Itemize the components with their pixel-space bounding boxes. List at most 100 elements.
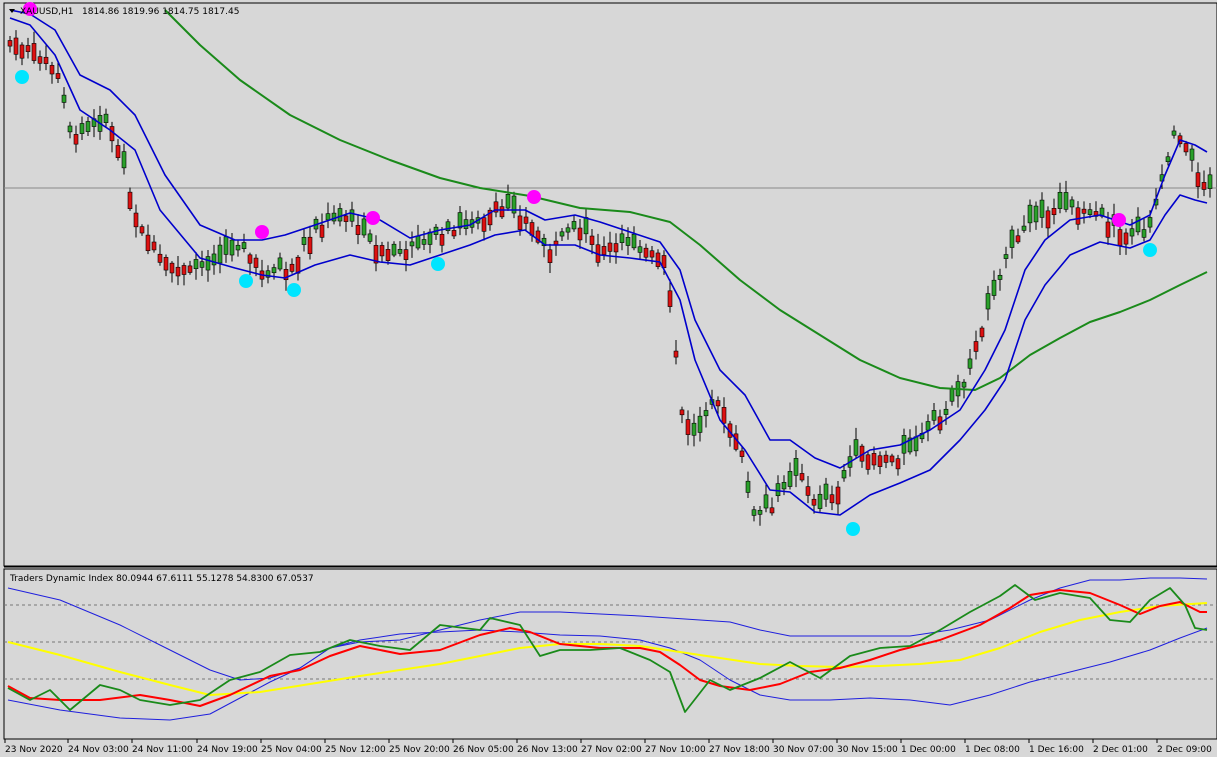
candle-body [1045,210,1051,229]
envelope-upper-line[interactable] [9,9,1208,469]
candle-body [49,65,55,75]
tdi-base-line[interactable] [7,602,1208,696]
triangle-down-icon[interactable] [9,9,15,13]
candle-body [781,482,787,490]
candle-body [991,279,997,296]
tdi-lower-band[interactable] [7,587,1208,706]
candle-body [853,439,859,456]
magenta-signal-dot[interactable] [1112,213,1126,227]
candle-body [217,244,223,264]
magenta-signal-dot[interactable] [527,190,541,204]
cyan-signal-dot[interactable] [1143,243,1157,257]
candle-body [697,415,703,433]
candle-body [1081,208,1087,214]
candle-body [799,473,805,481]
candle-body [997,274,1003,280]
magenta-signal-dot[interactable] [366,211,380,225]
time-label: 2 Dec 09:00 [1157,745,1212,755]
overlays-group [9,2,1208,536]
magenta-signal-dot[interactable] [23,2,37,16]
candle-body [625,237,631,246]
candle-body [43,56,49,64]
candle-body [835,486,841,505]
candle-body [925,421,931,431]
candle-body [421,239,427,245]
time-label: 27 Nov 02:00 [581,745,642,755]
candle-body [823,483,829,500]
candle-body [1051,208,1057,216]
candle-body [703,410,709,417]
candle-body [691,422,697,436]
candle-body [247,254,253,264]
tdi-price-line[interactable] [7,584,1208,713]
candle-body [205,256,211,271]
indicator-frame [3,568,1217,740]
candle-body [889,455,895,463]
time-label: 1 Dec 08:00 [965,745,1020,755]
candle-body [403,249,409,260]
candle-body [349,209,355,222]
candle-body [517,215,523,230]
candle-body [685,419,691,435]
candle-body [337,208,343,222]
candle-body [985,293,991,310]
candle-body [1195,172,1201,187]
cyan-signal-dot[interactable] [846,522,860,536]
time-label: 24 Nov 19:00 [197,745,258,755]
candle-body [487,209,493,226]
candle-body [757,509,763,515]
candle-body [1033,205,1039,223]
ohlc-values: 1814.86 1819.96 1814.75 1817.45 [82,7,239,17]
candle-body [289,263,295,272]
candle-body [415,235,421,249]
candle-body [745,480,751,493]
time-label: 25 Nov 20:00 [389,745,450,755]
candle-body [163,257,169,271]
candle-body [493,201,499,213]
candle-body [241,242,247,249]
candle-body [523,216,529,224]
candle-body [739,450,745,457]
candle-body [391,243,397,256]
cyan-signal-dot[interactable] [287,283,301,297]
envelope-lower-line[interactable] [9,17,1208,516]
tdi-upper-band[interactable] [7,577,1208,721]
candle-body [499,206,505,218]
candle-body [19,44,25,59]
candle-body [31,43,37,61]
candle-body [841,470,847,479]
candle-body [535,230,541,243]
candle-body [1063,192,1069,210]
candle-body [643,247,649,258]
candle-body [1201,182,1207,190]
candle-body [613,243,619,253]
candle-body [865,454,871,470]
cyan-signal-dot[interactable] [15,70,29,84]
candle-body [1171,130,1177,136]
candle-body [601,246,607,255]
time-label: 25 Nov 12:00 [325,745,386,755]
candle-body [235,244,241,251]
candle-body [829,494,835,504]
candle-body [265,270,271,278]
candle-body [145,234,151,252]
candle-body [1003,254,1009,259]
ma-green-line[interactable] [164,9,1208,391]
candle-body [7,40,13,47]
cyan-signal-dot[interactable] [431,257,445,271]
candle-body [577,227,583,241]
tdi-signal-line[interactable] [7,589,1207,707]
candle-body [787,471,793,487]
candle-body [1183,143,1189,153]
cyan-signal-dot[interactable] [239,274,253,288]
candle-body [379,245,385,257]
candle-body [73,134,79,145]
candle-body [871,453,877,466]
time-label: 27 Nov 10:00 [645,745,706,755]
candle-body [505,193,511,209]
candle-body [331,212,337,222]
magenta-signal-dot[interactable] [255,225,269,239]
candle-body [283,269,289,281]
